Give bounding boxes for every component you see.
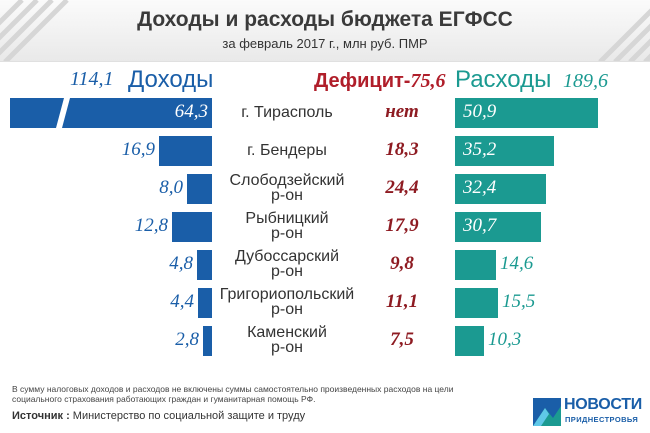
region-label: Слободзейский р-он bbox=[212, 172, 362, 204]
region-label: Рыбницкий р-он bbox=[212, 210, 362, 242]
income-value: 2,8 bbox=[175, 329, 199, 350]
income-value: 16,9 bbox=[121, 139, 155, 160]
deficit-value: 7,5 bbox=[390, 329, 414, 350]
deficit-value: нет bbox=[385, 101, 419, 122]
region-label-line: г. Тирасполь bbox=[241, 104, 333, 121]
chart-row: 2,8 Каменский р-он 7,5 10,3 bbox=[0, 324, 650, 356]
expense-bar bbox=[455, 212, 541, 242]
news-logo: НОВОСТИ ПРИДНЕСТРОВЬЯ bbox=[533, 396, 645, 430]
source-line: Источник : Министерство по социальной за… bbox=[12, 410, 305, 422]
footnote: В сумму налоговых доходов и расходов не … bbox=[12, 384, 454, 404]
income-value: 4,4 bbox=[170, 291, 194, 312]
region-label: Григориопольский р-он bbox=[212, 286, 362, 318]
region-label-line: р-он bbox=[271, 225, 303, 242]
region-label-line: р-он bbox=[271, 301, 303, 318]
expense-bar bbox=[455, 136, 554, 166]
expense-value: 35,2 bbox=[463, 139, 497, 160]
deficit-value: 24,4 bbox=[385, 177, 419, 198]
income-value: 8,0 bbox=[159, 177, 183, 198]
region-label-line: р-он bbox=[271, 339, 303, 356]
header-banner: Доходы и расходы бюджета ЕГФСС за феврал… bbox=[0, 0, 650, 62]
region-label-line: р-он bbox=[271, 187, 303, 204]
chart-title: Доходы и расходы бюджета ЕГФСС bbox=[137, 8, 513, 31]
chart-row: 16,9 г. Бендеры 18,3 35,2 bbox=[0, 136, 650, 166]
expense-bar bbox=[455, 288, 498, 318]
deficit-total: 75,6 bbox=[410, 70, 446, 92]
expense-value: 10,3 bbox=[488, 329, 522, 350]
income-value: 12,8 bbox=[134, 215, 168, 236]
chart-row: 4,4 Григориопольский р-он 11,1 15,5 bbox=[0, 286, 650, 318]
region-label-line: Слободзейский bbox=[229, 172, 345, 189]
income-bar bbox=[10, 98, 212, 128]
income-value: 4,8 bbox=[169, 253, 193, 274]
bar-break-mark bbox=[56, 98, 70, 128]
expense-value: 32,4 bbox=[463, 177, 497, 198]
deficit-label: Дефицит- bbox=[314, 70, 411, 92]
region-label-line: Каменский bbox=[247, 324, 327, 341]
region-label: Дубоссарский р-он bbox=[212, 248, 362, 280]
logo-mark-icon bbox=[533, 398, 561, 426]
expense-bar bbox=[455, 326, 484, 356]
deficit-header: Дефицит-75,6 bbox=[314, 70, 445, 93]
region-label: г. Бендеры bbox=[212, 142, 362, 159]
income-bar bbox=[198, 288, 212, 318]
expense-label: Расходы bbox=[455, 66, 552, 93]
chart-row: 8,0 Слободзейский р-он 24,4 32,4 bbox=[0, 172, 650, 204]
deficit-value: 9,8 bbox=[390, 253, 414, 274]
income-bar bbox=[187, 174, 212, 204]
deficit-value: 11,1 bbox=[385, 291, 419, 312]
expense-bar bbox=[455, 174, 546, 204]
decorative-stripes-left bbox=[0, 0, 69, 61]
expense-value: 30,7 bbox=[463, 215, 497, 236]
expense-bar bbox=[455, 250, 496, 280]
chart-subtitle: за февраль 2017 г., млн руб. ПМР bbox=[222, 36, 428, 51]
region-label-line: р-он bbox=[271, 263, 303, 280]
income-bar bbox=[159, 136, 212, 166]
income-value: 64,3 bbox=[174, 101, 208, 122]
region-label-line: Рыбницкий bbox=[245, 210, 329, 227]
chart-row: 12,8 Рыбницкий р-он 17,9 30,7 bbox=[0, 210, 650, 242]
expense-value: 14,6 bbox=[500, 253, 534, 274]
region-label-line: г. Бендеры bbox=[247, 142, 327, 159]
income-total: 114,1 bbox=[70, 68, 114, 90]
expense-value: 15,5 bbox=[502, 291, 536, 312]
expense-total: 189,6 bbox=[563, 70, 608, 92]
region-label: Каменский р-он bbox=[212, 324, 362, 356]
chart-row: 64,3 г. Тирасполь нет 50,9 bbox=[0, 98, 650, 128]
region-label-line: Дубоссарский bbox=[234, 248, 340, 265]
deficit-value: 17,9 bbox=[385, 215, 419, 236]
logo-subtitle: ПРИДНЕСТРОВЬЯ bbox=[565, 415, 639, 424]
income-bar bbox=[172, 212, 212, 242]
region-label-line: Григориопольский bbox=[219, 286, 355, 303]
logo-name: НОВОСТИ bbox=[564, 396, 642, 413]
expense-value: 50,9 bbox=[463, 101, 497, 122]
decorative-stripes-right bbox=[598, 8, 650, 61]
income-label: Доходы bbox=[128, 66, 214, 93]
source-label: Источник : bbox=[12, 410, 70, 422]
income-bar bbox=[203, 326, 212, 356]
region-label: г. Тирасполь bbox=[212, 104, 362, 121]
deficit-value: 18,3 bbox=[385, 139, 419, 160]
chart-row: 4,8 Дубоссарский р-он 9,8 14,6 bbox=[0, 248, 650, 280]
source-text: Министерство по социальной защите и труд… bbox=[69, 410, 306, 422]
income-bar bbox=[197, 250, 212, 280]
expense-bar bbox=[455, 98, 598, 128]
